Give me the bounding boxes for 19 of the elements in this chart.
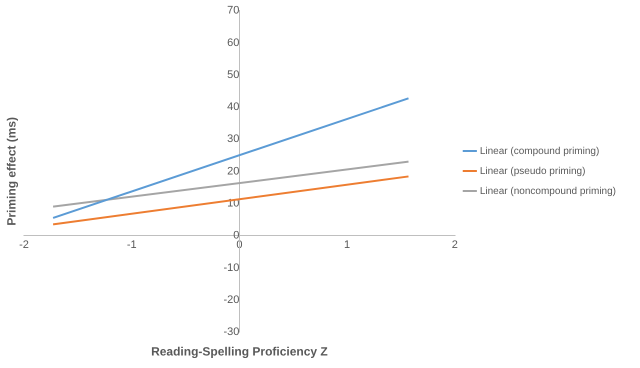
y-tick-label: 20 — [227, 165, 240, 178]
x-tick-label: -2 — [19, 239, 29, 252]
y-tick-label: 50 — [227, 68, 240, 81]
y-tick-label: -30 — [224, 326, 240, 338]
x-tick-label: -1 — [126, 239, 137, 252]
y-tick-label: 0 — [233, 230, 240, 242]
y-tick-label: -20 — [224, 294, 240, 306]
y-tick-label: 70 — [227, 4, 240, 17]
x-tick-label: 1 — [344, 239, 350, 252]
legend-label: Linear (pseudo priming) — [480, 166, 586, 177]
legend-label: Linear (noncompound priming) — [480, 186, 616, 197]
y-tick-label: -10 — [224, 262, 240, 274]
x-axis-title: Reading-Spelling Proficiency Z — [151, 344, 328, 358]
y-tick-label: 30 — [227, 133, 240, 146]
legend-label: Linear (compound priming) — [480, 146, 600, 157]
y-tick-label: 40 — [227, 101, 240, 114]
y-tick-label: 60 — [227, 36, 240, 49]
y-axis-title: Priming effect (ms) — [4, 116, 18, 226]
x-tick-label: 2 — [452, 239, 458, 252]
